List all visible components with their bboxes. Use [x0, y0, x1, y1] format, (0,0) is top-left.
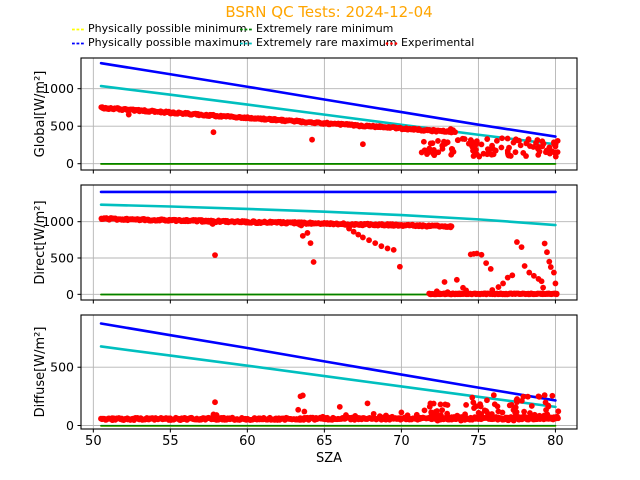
- legend-marker-dashes-icon: [240, 28, 253, 30]
- legend-entry-physically-possible-minimum: Physically possible minimum: [72, 22, 247, 36]
- y-tick-label: 0: [66, 418, 74, 433]
- legend-marker-dashes-icon: [72, 28, 85, 30]
- subplot-diffuse: 0 500 50 55 60 65 70 75 80 Diffuse[W/m²]: [33, 314, 578, 449]
- x-tick-label: 55: [162, 434, 179, 449]
- limit-lines-global: [99, 61, 557, 165]
- y-tick-label: 500: [50, 119, 74, 134]
- legend-marker-dots-icon: [385, 41, 398, 45]
- y-axis-label-direct: Direct[W/m²]: [33, 200, 48, 284]
- y-tick-label: 0: [66, 287, 74, 302]
- legend-entry-physically-possible-maximum: Physically possible maximum: [72, 36, 250, 50]
- x-tick-label: 70: [393, 434, 410, 449]
- ticks-direct: [77, 221, 556, 304]
- line-physically-possible-maximum: [99, 61, 557, 138]
- experimental-scatter-direct: [98, 215, 560, 298]
- legend-entry-experimental: Experimental: [385, 36, 474, 50]
- y-axis-label-diffuse: Diffuse[W/m²]: [33, 327, 48, 418]
- legend-entry-extremely-rare-maximum: Extremely rare maximum: [240, 36, 397, 50]
- y-tick-label: 1000: [42, 214, 74, 229]
- limit-lines-diffuse: [99, 322, 557, 427]
- y-tick-label: 500: [50, 360, 74, 375]
- limit-lines-direct: [99, 190, 557, 296]
- legend-marker-dashes-icon: [240, 42, 253, 44]
- axes-frame-global: [80, 57, 578, 171]
- legend-label: Experimental: [401, 36, 475, 49]
- x-tick-label: 80: [547, 434, 564, 449]
- x-tick-label: 75: [470, 434, 487, 449]
- legend-entry-extremely-rare-minimum: Extremely rare minimum: [240, 22, 393, 36]
- x-tick-label: 60: [239, 434, 256, 449]
- line-physically-possible-maximum: [99, 322, 557, 402]
- ticks-diffuse: [77, 366, 556, 433]
- experimental-scatter-diffuse: [98, 392, 562, 424]
- y-tick-label: 500: [50, 251, 74, 266]
- y-tick-label: 1000: [42, 81, 74, 96]
- axes-frame-direct: [80, 184, 578, 301]
- x-tick-label: 50: [85, 434, 102, 449]
- line-extremely-rare-maximum: [99, 345, 557, 409]
- x-tick-label: 65: [316, 434, 333, 449]
- legend-marker-dashes-icon: [72, 42, 85, 44]
- legend-label: Physically possible maximum: [88, 36, 250, 49]
- line-extremely-rare-maximum: [99, 203, 557, 227]
- legend-label: Extremely rare maximum: [256, 36, 397, 49]
- x-axis-label: SZA: [315, 451, 343, 466]
- y-axis-label-global: Global[W/m²]: [33, 71, 48, 158]
- line-extremely-rare-maximum: [99, 84, 557, 146]
- ticks-global: [77, 88, 556, 174]
- axes-frame-diffuse: [80, 314, 578, 430]
- experimental-scatter-global: [98, 104, 561, 160]
- legend-label: Extremely rare minimum: [256, 22, 394, 35]
- chart-title: BSRN QC Tests: 2024-12-04: [225, 3, 433, 21]
- legend-label: Physically possible minimum: [88, 22, 247, 35]
- y-tick-label: 0: [66, 156, 74, 171]
